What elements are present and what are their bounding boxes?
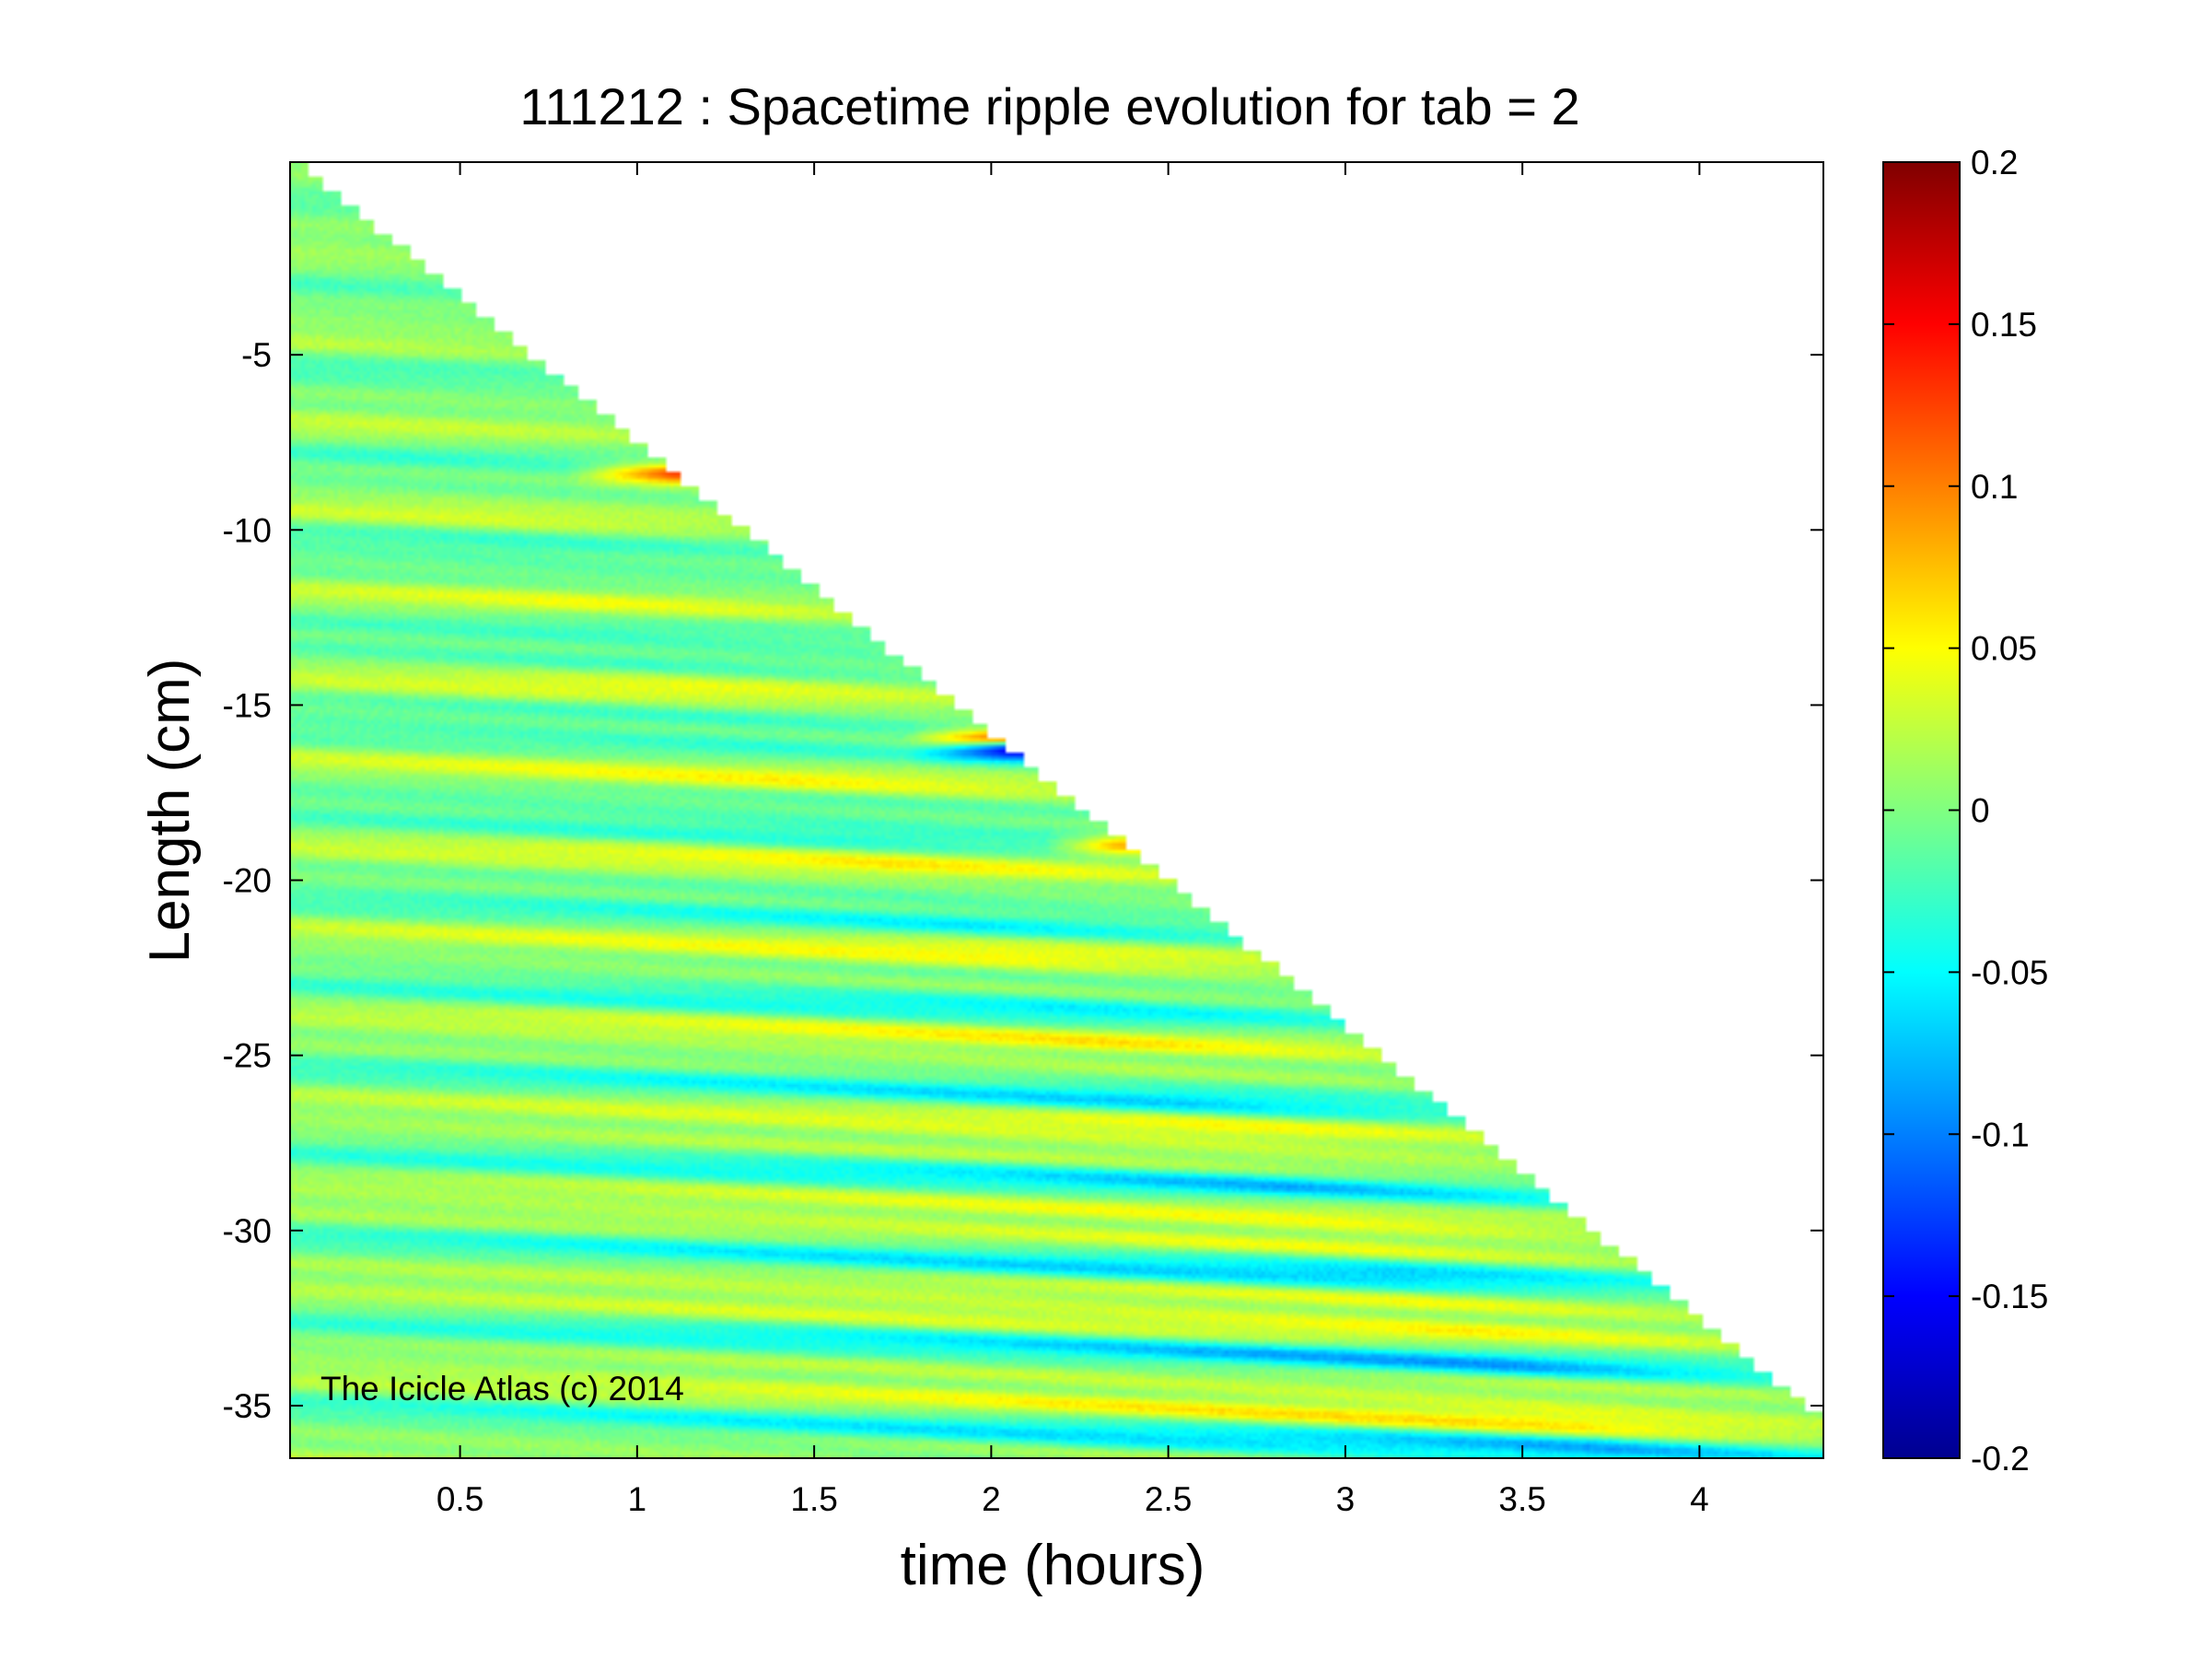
y-tick-label: -10 bbox=[223, 511, 272, 549]
y-axis-ticks: -5 -10 -15 -20 -25 -30 -35 bbox=[223, 336, 1823, 1425]
y-tick-label: -20 bbox=[223, 862, 272, 900]
colorbar-tick-label: -0.2 bbox=[1971, 1440, 2030, 1478]
y-tick-label: -25 bbox=[223, 1037, 272, 1075]
colorbar-tick-label: 0.1 bbox=[1971, 468, 2018, 506]
x-axis-label: time (hours) bbox=[901, 1534, 1205, 1597]
x-tick-label: 4 bbox=[1690, 1480, 1709, 1518]
colorbar-tick-label: -0.15 bbox=[1971, 1278, 2048, 1315]
x-tick-label: 0.5 bbox=[437, 1480, 483, 1518]
y-tick-label: -35 bbox=[223, 1387, 272, 1425]
colorbar-gradient bbox=[1882, 161, 1961, 1459]
colorbar-tick-label: -0.1 bbox=[1971, 1116, 2030, 1153]
y-axis-label: Length (cm) bbox=[138, 659, 202, 964]
x-tick-label: 1 bbox=[628, 1480, 647, 1518]
x-tick-label: 3.5 bbox=[1498, 1480, 1545, 1518]
x-tick-label: 2.5 bbox=[1145, 1480, 1192, 1518]
colorbar-tick-label: 0.15 bbox=[1971, 306, 2037, 344]
heatmap-image bbox=[290, 162, 1823, 1458]
colorbar-tick-label: 0 bbox=[1971, 792, 1990, 830]
y-tick-label: -30 bbox=[223, 1212, 272, 1250]
x-tick-label: 3 bbox=[1336, 1480, 1356, 1518]
chart-title: 111212 : Spacetime ripple evolution for … bbox=[519, 77, 1579, 135]
y-tick-label: -5 bbox=[241, 336, 272, 374]
watermark-annotation: The Icicle Atlas (c) 2014 bbox=[320, 1370, 684, 1408]
x-tick-label: 2 bbox=[982, 1480, 1001, 1518]
plot-frame bbox=[289, 161, 1824, 1459]
x-tick-label: 1.5 bbox=[790, 1480, 837, 1518]
heatmap-plot-area bbox=[289, 161, 1824, 1459]
colorbar-tick-label: 0.05 bbox=[1971, 630, 2037, 668]
colorbar-tick-label: -0.05 bbox=[1971, 953, 2048, 991]
colorbar-tick-label: 0.2 bbox=[1971, 144, 2018, 181]
colorbar-ticks: 0.2 0.15 0.1 0.05 0 -0.05 -0.1 -0.15 -0.2 bbox=[1883, 144, 2048, 1478]
colorbar: 0.2 0.15 0.1 0.05 0 -0.05 -0.1 -0.15 -0.2 bbox=[1882, 144, 2048, 1478]
y-tick-label: -15 bbox=[223, 686, 272, 724]
x-axis-ticks: 0.5 1 1.5 2 2.5 3 3.5 4 bbox=[437, 162, 1709, 1518]
